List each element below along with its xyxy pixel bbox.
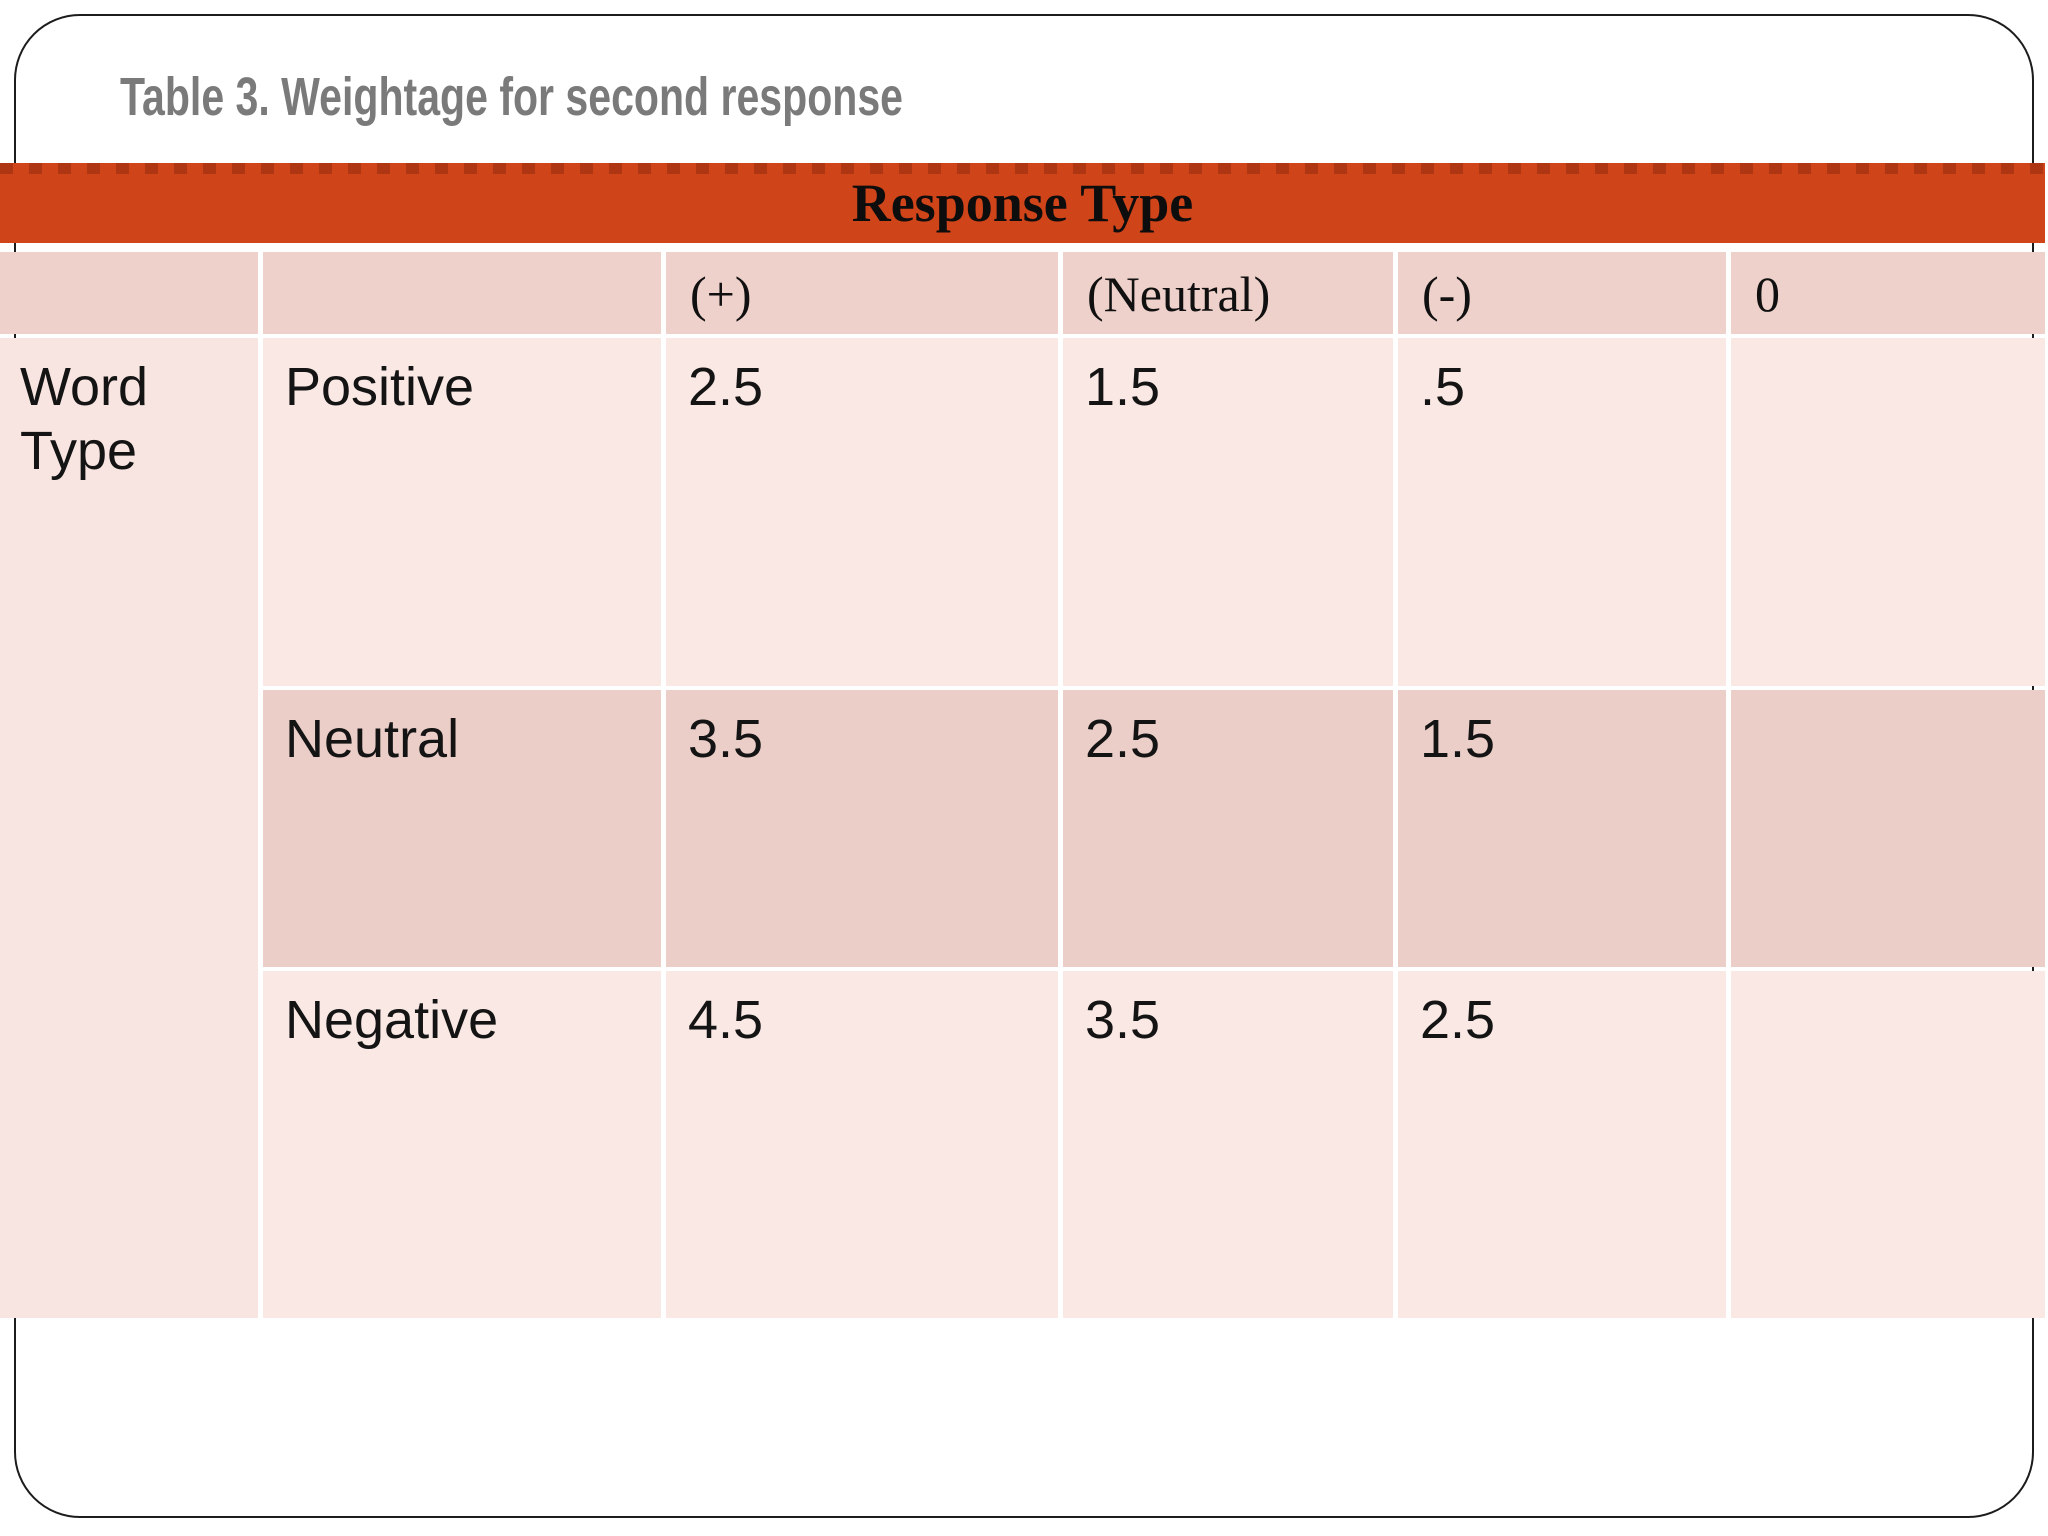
header-cell-plus: (+) [666,252,1058,334]
cell-neutral-neutral: 2.5 [1063,690,1393,967]
word-type-axis-cell: Word Type [0,338,258,1318]
header-cell-minus: (-) [1398,252,1726,334]
cell-positive-neutral: 1.5 [1063,338,1393,686]
cell-negative-zero [1731,971,2045,1318]
cell-negative-neutral: 3.5 [1063,971,1393,1318]
banner-dash-texture [0,163,2045,174]
header-cell-zero: 0 [1731,252,2045,334]
cell-positive-plus: 2.5 [666,338,1058,686]
row-label-positive: Positive [263,338,661,686]
header-cell-neutral: (Neutral) [1063,252,1393,334]
cell-negative-minus: 2.5 [1398,971,1726,1318]
table-banner: Response Type [0,163,2045,243]
cell-negative-plus: 4.5 [666,971,1058,1318]
header-spacer-word-type [0,252,258,334]
banner-title: Response Type [851,173,1194,233]
cell-neutral-minus: 1.5 [1398,690,1726,967]
weightage-table: (+) (Neutral) (-) 0 Word Type Positive 2… [0,252,2045,1318]
row-label-negative: Negative [263,971,661,1318]
cell-neutral-plus: 3.5 [666,690,1058,967]
cell-neutral-zero [1731,690,2045,967]
page-title: Table 3. Weightage for second response [120,67,903,127]
header-spacer-row-labels [263,252,661,334]
cell-positive-minus: .5 [1398,338,1726,686]
cell-positive-zero [1731,338,2045,686]
row-label-neutral: Neutral [263,690,661,967]
